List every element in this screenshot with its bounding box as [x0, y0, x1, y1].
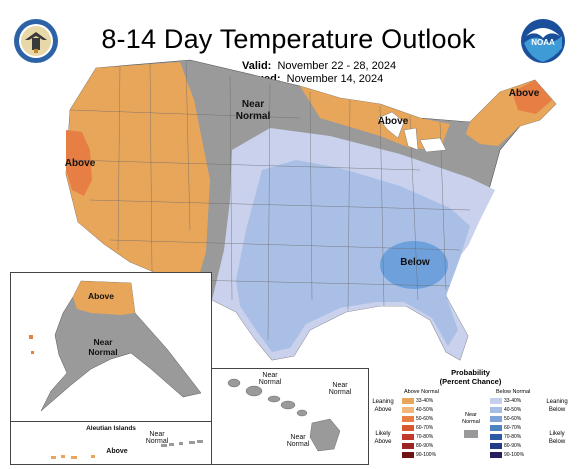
label-above-west: Above [65, 158, 96, 169]
legend-below-bin-label: 60-70% [504, 425, 522, 431]
legend-above-bin-label: 50-60% [416, 416, 434, 422]
legend-above-row: 33-40% [402, 398, 462, 405]
noaa-logo-icon: NOAA [521, 19, 565, 63]
aleutian-label-near-1: Near [149, 431, 165, 438]
valid-value: November 22 - 28, 2024 [277, 60, 397, 72]
legend-above-header: Above Normal [404, 389, 439, 395]
alaska-shape [40, 280, 202, 412]
valid-label: Valid: [242, 60, 272, 72]
legend-above-bin-label: 90-100% [416, 452, 437, 458]
label-near-normal-line1: Near [242, 99, 264, 110]
legend-above-swatches: 33-40% 40-50% 50-60% 60-70% 70-80% 80-90% 90-1… [402, 398, 462, 468]
label-near-normal-line2: Normal [236, 111, 271, 122]
legend-below-swatch [490, 425, 502, 431]
legend-below-row: 33-40% [490, 398, 550, 405]
below-region-mid [236, 160, 470, 352]
hi-label-near-1a: Near [262, 372, 278, 379]
legend-above-bin-label: 33-40% [416, 398, 434, 404]
date-block: Valid: November 22 - 28, 2024 Issued: No… [242, 60, 396, 86]
legend-above-swatch [402, 425, 414, 431]
svg-text:NOAA: NOAA [531, 38, 555, 47]
legend-below-bin-label: 90-100% [504, 452, 525, 458]
legend-below-header: Below Normal [496, 389, 531, 395]
legend-above-swatch [402, 434, 414, 440]
legend-near-label: Near Normal [462, 412, 480, 425]
probability-legend: Probability (Percent Chance) Above Norma… [368, 368, 573, 464]
label-above-ne: Above [509, 88, 540, 99]
legend-below-row: 70-80% [490, 434, 550, 441]
above-region-ne-strong [512, 80, 552, 114]
hi-label-near-2a: Near [332, 382, 348, 389]
alaska-above [73, 281, 135, 315]
hi-label-near-2b: Normal [329, 389, 352, 396]
legend-below-row: 90-100% [490, 452, 550, 459]
ak-label-near-1: Near [94, 337, 114, 347]
legend-above-row: 70-80% [402, 434, 462, 441]
legend-likely-above: Likely Above [374, 431, 392, 445]
legend-above-row: 80-90% [402, 443, 462, 450]
issued-value: November 14, 2024 [286, 73, 384, 85]
legend-leaning-below: Leaning Below [546, 399, 568, 413]
ak-label-above: Above [88, 291, 114, 301]
great-lakes [377, 111, 447, 153]
legend-above-row: 50-60% [402, 416, 462, 423]
label-above-north: Above [378, 116, 409, 127]
legend-above-swatch [402, 443, 414, 449]
legend-below-bin-label: 50-60% [504, 416, 522, 422]
legend-near-swatch [464, 430, 478, 438]
legend-above-swatch [402, 407, 414, 413]
above-region-coast [66, 130, 92, 196]
hi-label-near-3a: Near [290, 434, 306, 441]
legend-below-bin-label: 70-80% [504, 434, 522, 440]
legend-below-bin-label: 80-90% [504, 443, 522, 449]
hi-label-near-1b: Normal [259, 379, 282, 386]
aleutian-inset: Aleutian Islands Above Near Normal [10, 421, 212, 465]
legend-below-row: 80-90% [490, 443, 550, 450]
page-title: 8-14 Day Temperature Outlook [101, 24, 476, 54]
alaska-inset: Above Near Normal [10, 272, 212, 422]
legend-title-line1: Probability [451, 368, 490, 377]
legend-above-bin-label: 80-90% [416, 443, 434, 449]
legend-title-line2: (Percent Chance) [439, 377, 502, 386]
legend-above-row: 40-50% [402, 407, 462, 414]
legend-below-bin-label: 33-40% [504, 398, 522, 404]
legend-below-swatches: 33-40% 40-50% 50-60% 60-70% 70-80% 80-90% 90-1… [490, 398, 550, 468]
hi-label-near-3b: Normal [287, 441, 310, 448]
legend-above-swatch [402, 452, 414, 458]
legend-below-row: 40-50% [490, 407, 550, 414]
aleutian-title: Aleutian Islands [86, 425, 136, 432]
legend-above-row: 90-100% [402, 452, 462, 459]
legend-below-swatch [490, 434, 502, 440]
above-region-west [66, 62, 210, 286]
label-below: Below [400, 257, 430, 268]
aleutian-label-near-2: Normal [146, 438, 169, 445]
aleutian-label-above: Above [106, 448, 128, 455]
legend-above-row: 60-70% [402, 425, 462, 432]
legend-below-row: 50-60% [490, 416, 550, 423]
legend-below-swatch [490, 416, 502, 422]
commerce-seal-icon [14, 19, 58, 63]
legend-below-row: 60-70% [490, 425, 550, 432]
legend-above-bin-label: 70-80% [416, 434, 434, 440]
legend-likely-below: Likely Below [548, 431, 566, 445]
legend-below-swatch [490, 452, 502, 458]
legend-below-swatch [490, 398, 502, 404]
legend-above-swatch [402, 398, 414, 404]
hawaii-inset: Near Normal Near Normal Near Normal [211, 368, 369, 465]
ak-label-near-2: Normal [88, 347, 117, 357]
below-region-strong [380, 241, 448, 289]
legend-above-bin-label: 40-50% [416, 407, 434, 413]
legend-below-bin-label: 40-50% [504, 407, 522, 413]
legend-below-swatch [490, 443, 502, 449]
legend-above-swatch [402, 416, 414, 422]
legend-above-bin-label: 60-70% [416, 425, 434, 431]
legend-below-swatch [490, 407, 502, 413]
legend-title: Probability (Percent Chance) [368, 368, 573, 386]
legend-leaning-above: Leaning Above [372, 399, 394, 413]
